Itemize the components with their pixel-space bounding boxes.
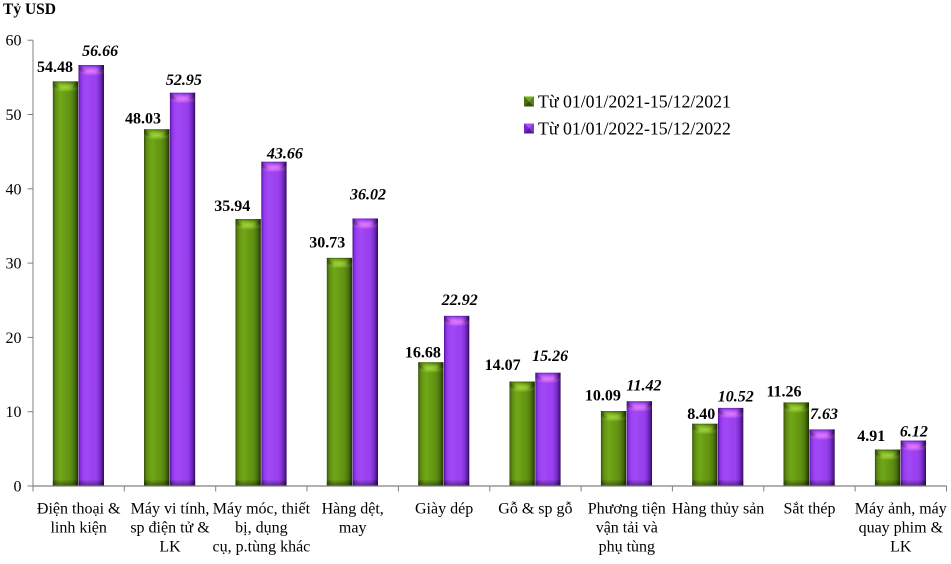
svg-text:16.68: 16.68 (405, 344, 441, 361)
svg-text:Máy ảnh, máy: Máy ảnh, máy (855, 501, 947, 518)
svg-text:48.03: 48.03 (125, 111, 161, 128)
svg-text:Tỷ USD: Tỷ USD (3, 1, 56, 18)
svg-text:cụ, p.tùng khác: cụ, p.tùng khác (213, 539, 311, 556)
svg-text:sp điện tử &: sp điện tử & (130, 520, 210, 537)
svg-text:40: 40 (6, 181, 22, 198)
svg-text:may: may (339, 520, 367, 537)
svg-text:LK: LK (159, 539, 181, 556)
svg-text:56.66: 56.66 (82, 43, 118, 60)
svg-text:Hàng dệt,: Hàng dệt, (322, 501, 384, 518)
svg-text:phụ tùng: phụ tùng (599, 539, 655, 556)
svg-text:bị, dụng: bị, dụng (235, 520, 287, 537)
svg-text:4.91: 4.91 (857, 428, 885, 445)
svg-text:7.63: 7.63 (810, 406, 838, 423)
svg-text:22.92: 22.92 (441, 292, 478, 309)
svg-text:Sắt thép: Sắt thép (784, 501, 836, 518)
svg-text:10.52: 10.52 (718, 388, 754, 405)
svg-text:52.95: 52.95 (166, 72, 202, 89)
svg-text:LK: LK (890, 539, 912, 556)
svg-text:30.73: 30.73 (309, 235, 345, 252)
svg-text:43.66: 43.66 (266, 146, 303, 163)
svg-text:60: 60 (6, 33, 22, 50)
svg-text:6.12: 6.12 (900, 424, 928, 441)
svg-text:quay phim &: quay phim & (859, 520, 944, 537)
svg-text:Gỗ & sp gỗ: Gỗ & sp gỗ (498, 501, 572, 518)
svg-text:36.02: 36.02 (349, 187, 386, 204)
svg-text:20: 20 (6, 330, 22, 347)
svg-text:Phương tiện: Phương tiện (588, 501, 666, 518)
svg-text:Giày dép: Giày dép (415, 501, 473, 518)
svg-text:15.26: 15.26 (532, 348, 568, 365)
svg-text:11.42: 11.42 (626, 378, 661, 395)
svg-text:Điện thoại &: Điện thoại & (37, 501, 121, 518)
svg-text:8.40: 8.40 (687, 406, 715, 423)
svg-text:Hàng thủy sản: Hàng thủy sản (672, 501, 764, 518)
svg-text:linh kiện: linh kiện (50, 520, 106, 537)
svg-text:14.07: 14.07 (485, 357, 521, 374)
svg-text:50: 50 (6, 107, 22, 124)
svg-text:11.26: 11.26 (766, 384, 801, 401)
svg-text:35.94: 35.94 (214, 198, 250, 215)
svg-text:Máy móc, thiết: Máy móc, thiết (213, 501, 311, 518)
svg-text:10.09: 10.09 (585, 388, 621, 405)
svg-text:Từ 01/01/2022-15/12/2022: Từ 01/01/2022-15/12/2022 (538, 119, 731, 139)
svg-text:54.48: 54.48 (37, 59, 73, 76)
svg-text:30: 30 (6, 256, 22, 273)
svg-text:Từ 01/01/2021-15/12/2021: Từ 01/01/2021-15/12/2021 (538, 92, 731, 112)
svg-text:vận tải và: vận tải và (596, 520, 658, 537)
svg-text:0: 0 (14, 479, 22, 496)
svg-text:Máy vi tính,: Máy vi tính, (131, 501, 210, 518)
svg-text:10: 10 (6, 404, 22, 421)
